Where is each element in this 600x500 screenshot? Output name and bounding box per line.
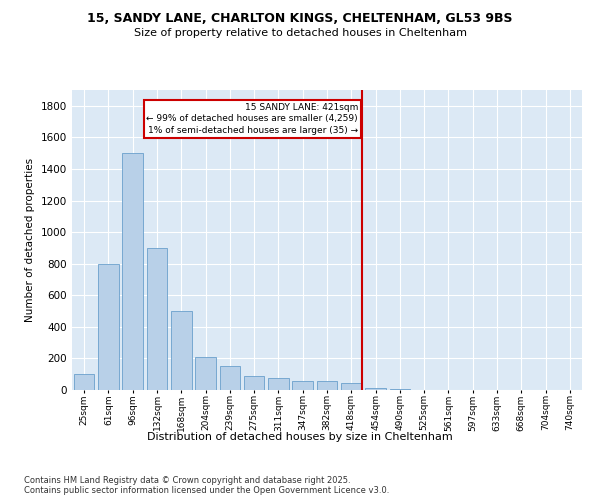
Bar — [74, 374, 94, 390]
Bar — [195, 357, 216, 390]
Text: Contains HM Land Registry data © Crown copyright and database right 2025.
Contai: Contains HM Land Registry data © Crown c… — [24, 476, 389, 495]
Bar — [244, 376, 265, 390]
Bar — [122, 153, 143, 390]
Bar — [365, 388, 386, 390]
Bar — [146, 248, 167, 390]
Bar — [268, 378, 289, 390]
Text: Distribution of detached houses by size in Cheltenham: Distribution of detached houses by size … — [147, 432, 453, 442]
Bar — [317, 382, 337, 390]
Bar — [98, 264, 119, 390]
Text: 15 SANDY LANE: 421sqm
← 99% of detached houses are smaller (4,259)
1% of semi-de: 15 SANDY LANE: 421sqm ← 99% of detached … — [146, 102, 358, 135]
Bar — [220, 366, 240, 390]
Bar — [292, 380, 313, 390]
Bar — [341, 383, 362, 390]
Text: Size of property relative to detached houses in Cheltenham: Size of property relative to detached ho… — [133, 28, 467, 38]
Bar — [171, 311, 191, 390]
Y-axis label: Number of detached properties: Number of detached properties — [25, 158, 35, 322]
Bar — [389, 389, 410, 390]
Text: 15, SANDY LANE, CHARLTON KINGS, CHELTENHAM, GL53 9BS: 15, SANDY LANE, CHARLTON KINGS, CHELTENH… — [87, 12, 513, 26]
